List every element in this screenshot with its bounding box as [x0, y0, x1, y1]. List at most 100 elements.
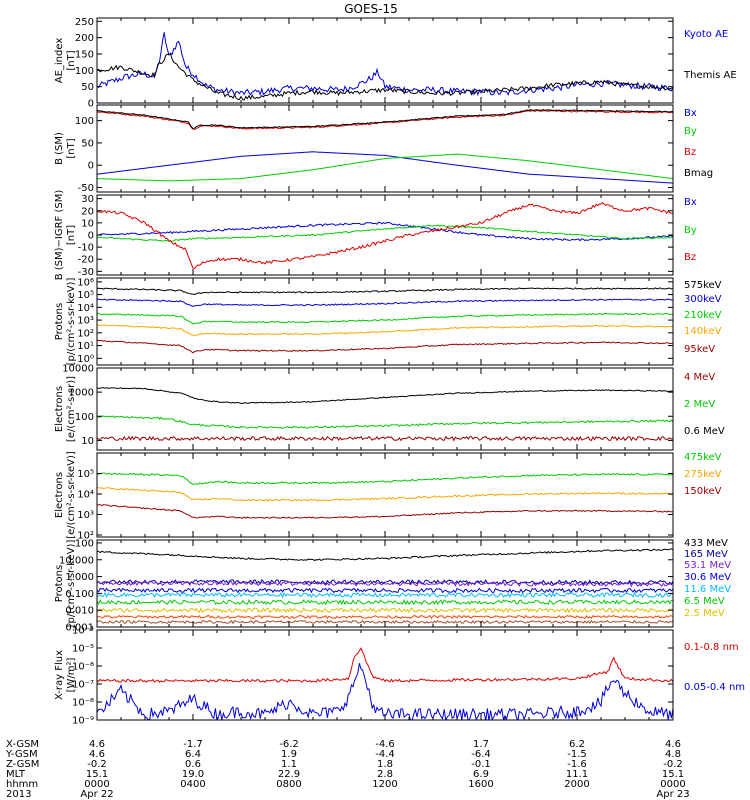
y-axis-label: [p/(cm²-s-sr-keV)]	[66, 540, 77, 628]
legend-475kev: 475keV	[684, 452, 722, 463]
x-axis-value: 0800	[276, 779, 301, 790]
y-tick-label: 20	[81, 206, 94, 217]
y-axis-label: X-ray Flux	[54, 650, 65, 700]
y-tick-label: 0	[88, 161, 94, 172]
x-row-label: MLT	[6, 769, 26, 780]
x-axis-value: 2.8	[377, 769, 393, 780]
y-axis-label: Electrons	[54, 386, 65, 432]
series-line-300kev	[97, 298, 673, 308]
y-tick-label: 10²	[77, 531, 94, 542]
y-axis-label: AE_index	[54, 38, 65, 84]
x-axis-value: -6.4	[471, 749, 491, 760]
y-tick-label: 100	[75, 116, 94, 127]
x-axis-value: 2000	[564, 779, 589, 790]
y-tick-label: 10⁻⁸	[72, 698, 94, 709]
y-axis-label: [p/(cm²-s-sr-keV)]	[66, 278, 77, 366]
series-line-11-6-mev	[97, 591, 673, 599]
y-axis-label: B (SM)−IGRF (SM)	[54, 190, 65, 281]
y-axis-label: [e/(cm²-s-sr-keV)]	[66, 451, 77, 539]
series-group	[97, 32, 673, 101]
y-tick-label: 0	[88, 99, 94, 110]
y-tick-label: 1000	[69, 388, 94, 399]
x-axis-value: -4.6	[375, 739, 395, 750]
legend-210kev: 210keV	[684, 310, 722, 321]
legend-kyoto-ae: Kyoto AE	[684, 29, 728, 40]
x-axis-value: 11.1	[566, 769, 588, 780]
y-tick-label: -30	[78, 267, 94, 278]
legend-165-mev: 165 MeV	[684, 549, 728, 560]
y-tick-label: 30	[81, 194, 94, 205]
x-axis-value: 6.9	[473, 769, 489, 780]
series-group	[97, 472, 673, 519]
x-axis-value: 4.8	[665, 749, 681, 760]
panel-frame	[96, 452, 674, 538]
series-group	[97, 109, 673, 184]
y-tick-label: 10⁻⁵	[72, 644, 94, 655]
y-tick-label: 10000	[62, 364, 94, 375]
series-line-53-1-mev	[97, 580, 673, 588]
y-tick-label: 10³	[77, 510, 94, 521]
legend-bz: Bz	[684, 147, 696, 158]
series-line-95kev	[97, 339, 673, 354]
x-axis-value: 0.6	[185, 759, 201, 770]
y-tick-label: 0.001	[65, 623, 94, 634]
series-group	[97, 647, 673, 720]
y-tick-label: 10.000	[59, 555, 94, 566]
y-tick-label: 10³	[77, 316, 94, 327]
x-axis-value: 22.9	[278, 769, 300, 780]
y-tick-label: 100	[75, 412, 94, 423]
x-axis-value: 4.6	[665, 739, 681, 750]
legend-575kev: 575keV	[684, 280, 722, 291]
series-line-6-5-mev	[97, 599, 673, 606]
x-axis-value: Apr 22	[80, 789, 113, 800]
y-tick-label: 0	[88, 231, 94, 242]
legend-11-6-mev: 11.6 MeV	[684, 584, 731, 595]
legend-0-1-0-8-nm: 0.1-0.8 nm	[684, 642, 739, 653]
y-axis-label: [nT]	[66, 50, 77, 70]
y-tick-label: 10⁻⁶	[72, 662, 94, 673]
legend-300kev: 300keV	[684, 294, 722, 305]
y-tick-label: 10⁻⁹	[72, 716, 94, 727]
y-axis-label: Protons	[54, 565, 65, 602]
y-tick-label: 10⁴	[77, 303, 94, 314]
legend-30-6-mev: 30.6 MeV	[684, 572, 731, 583]
legend-2-5-mev: 2.5 MeV	[684, 608, 725, 619]
legend-433-mev: 433 MeV	[684, 538, 728, 549]
x-axis-table: X-GSMY-GSMZ-GSMMLThhmm20134.64.6-0.215.1…	[5, 739, 690, 800]
x-axis-value: 4.6	[89, 749, 105, 760]
legend-150kev: 150keV	[684, 486, 722, 497]
legend-themis-ae: Themis AE	[683, 70, 737, 81]
series-line-2-mev	[97, 415, 673, 429]
series-line-by	[97, 153, 673, 182]
y-axis-label: B (SM)	[54, 132, 65, 165]
y-tick-label: 10⁵	[77, 469, 94, 480]
x-row-label: Y-GSM	[5, 749, 38, 760]
series-line-bx	[97, 151, 673, 184]
y-tick-label: -50	[78, 183, 94, 194]
legend-0-6-mev: 0.6 MeV	[684, 426, 725, 437]
series-group	[97, 287, 673, 354]
y-axis-label: Electrons	[54, 472, 65, 518]
x-axis-value: Apr 23	[656, 789, 689, 800]
y-tick-label: 50	[81, 82, 94, 93]
y-tick-label: 250	[75, 17, 94, 28]
y-tick-label: 10²	[77, 328, 94, 339]
x-axis-value: 0000	[84, 779, 109, 790]
legend-2-mev: 2 MeV	[684, 399, 715, 410]
panel-7: 100 10.000 1.000 0.100 0.010 0.001 Protons [p/(…	[54, 538, 731, 634]
x-row-label: 2013	[6, 789, 31, 800]
x-axis-value: -1.7	[183, 739, 203, 750]
x-row-label: X-GSM	[6, 739, 39, 750]
series-group	[97, 548, 673, 625]
series-line-4-mev	[97, 435, 673, 442]
y-tick-label: 10⁻⁴	[72, 626, 94, 637]
y-axis-label: [nT]	[66, 225, 77, 245]
series-group	[97, 201, 673, 270]
x-axis-value: -0.1	[471, 759, 491, 770]
y-tick-label: 10	[81, 218, 94, 229]
x-axis-value: 0400	[180, 779, 205, 790]
